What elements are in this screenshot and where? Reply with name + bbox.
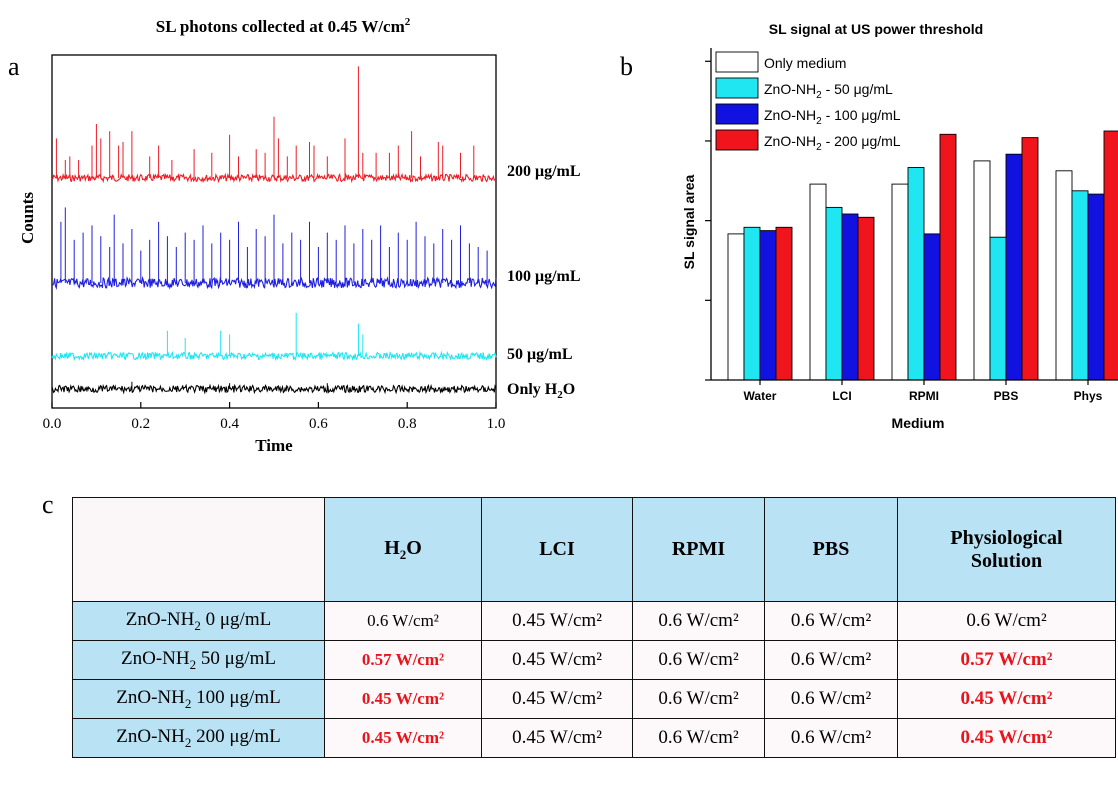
bar	[1055, 170, 1073, 381]
panel-label-a: a	[8, 52, 20, 81]
chart-a-xlabel: Time	[255, 436, 293, 455]
bar	[891, 183, 909, 381]
chart-b-title: SL signal at US power threshold	[769, 21, 983, 37]
bar	[857, 216, 875, 381]
chart-b-ylabel: SL signal area	[681, 174, 697, 269]
chart-a-title: SL photons collected at 0.45 W/cm2	[156, 16, 411, 36]
cell-h2o: 0.45 W/cm²	[324, 679, 482, 719]
chart-b-xlabel: Medium	[892, 415, 945, 431]
cell-pbs: 0.6 W/cm²	[764, 718, 898, 758]
cell-phys: 0.6 W/cm²	[897, 601, 1116, 641]
cell-rpmi: 0.6 W/cm²	[632, 640, 765, 680]
cell-pbs: 0.6 W/cm²	[764, 679, 898, 719]
trace-series	[51, 312, 497, 362]
col-header-phys: Physiological Solution	[897, 497, 1116, 602]
bar	[743, 226, 761, 381]
category-label: RPMI	[909, 389, 939, 403]
col-header-h2o: H2O	[324, 497, 482, 602]
chart-a: SL photons collected at 0.45 W/cm2 Count…	[18, 16, 581, 455]
row-label: ZnO-NH2 200 μg/mL	[72, 718, 325, 758]
trace-series	[51, 207, 497, 291]
cell-lci: 0.45 W/cm²	[481, 640, 633, 680]
series-label-100: 100 μg/mL	[507, 268, 581, 285]
bar	[1071, 190, 1089, 381]
table-corner	[72, 497, 325, 602]
x-tick-label: 1.0	[487, 416, 506, 432]
bar	[939, 133, 957, 381]
trace-noise	[51, 275, 497, 291]
series-label-200: 200 μg/mL	[507, 163, 581, 180]
cell-h2o: 0.6 W/cm²	[324, 601, 482, 641]
row-label: ZnO-NH2 0 μg/mL	[72, 601, 325, 641]
legend-swatch	[715, 51, 759, 73]
legend-label: ZnO-NH2 - 50 μg/mL	[764, 81, 893, 101]
bar	[775, 226, 793, 381]
bar	[809, 183, 827, 381]
category-label: LCI	[832, 389, 851, 403]
series-label-h2o: Only H2O	[507, 381, 575, 401]
bar	[1103, 130, 1118, 381]
col-header-rpmi: RPMI	[632, 497, 765, 602]
chart-a-ylabel: Counts	[18, 192, 37, 244]
x-tick-label: 0.2	[131, 416, 150, 432]
category-label: PBS	[994, 389, 1019, 403]
cell-phys: 0.57 W/cm²	[897, 640, 1116, 680]
bar	[1005, 153, 1023, 381]
bar	[923, 233, 941, 381]
cell-rpmi: 0.6 W/cm²	[632, 679, 765, 719]
bar	[727, 233, 745, 381]
cell-lci: 0.45 W/cm²	[481, 601, 633, 641]
cell-pbs: 0.6 W/cm²	[764, 640, 898, 680]
trace-noise	[51, 383, 497, 395]
bar	[1021, 137, 1039, 381]
cell-lci: 0.45 W/cm²	[481, 718, 633, 758]
bar	[825, 206, 843, 381]
legend-label: ZnO-NH2 - 200 μg/mL	[764, 133, 901, 153]
trace-series	[51, 66, 497, 184]
category-label: Water	[744, 389, 777, 403]
threshold-table: H2O LCI RPMI PBS Physiological Solution Z…	[72, 497, 1116, 758]
chart-a-frame	[51, 54, 497, 409]
cell-h2o: 0.57 W/cm²	[324, 640, 482, 680]
legend-label: ZnO-NH2 - 100 μg/mL	[764, 107, 901, 127]
legend-swatch	[715, 103, 759, 125]
bar	[973, 160, 991, 381]
bar	[907, 167, 925, 381]
legend-swatch	[715, 77, 759, 99]
cell-lci: 0.45 W/cm²	[481, 679, 633, 719]
legend-label: Only medium	[764, 55, 846, 71]
table-row: ZnO-NH2 100 μg/mL 0.45 W/cm² 0.45 W/cm² …	[72, 679, 1116, 719]
panel-label-b: b	[620, 52, 633, 81]
trace-noise	[51, 350, 497, 362]
x-tick-label: 0.8	[398, 416, 417, 432]
x-tick-label: 0.4	[220, 416, 239, 432]
x-tick-label: 0.6	[309, 416, 328, 432]
col-header-lci: LCI	[481, 497, 633, 602]
cell-h2o: 0.45 W/cm²	[324, 718, 482, 758]
panel-label-c: c	[42, 490, 54, 519]
chart-b: SL signal at US power threshold SL signa…	[681, 21, 1118, 431]
trace-series	[51, 381, 497, 395]
legend-swatch	[715, 129, 759, 151]
bar	[989, 236, 1007, 381]
cell-rpmi: 0.6 W/cm²	[632, 601, 765, 641]
category-label: Phys	[1074, 389, 1103, 403]
row-label: ZnO-NH2 50 μg/mL	[72, 640, 325, 680]
cell-phys: 0.45 W/cm²	[897, 679, 1116, 719]
table-header-row: H2O LCI RPMI PBS Physiological Solution	[72, 497, 1116, 602]
series-label-50: 50 μg/mL	[507, 346, 573, 363]
bar	[1087, 193, 1105, 381]
table-row: ZnO-NH2 0 μg/mL 0.6 W/cm² 0.45 W/cm² 0.6…	[72, 601, 1116, 641]
x-tick-label: 0.0	[43, 416, 62, 432]
bar	[759, 230, 777, 381]
bar	[841, 213, 859, 381]
table-row: ZnO-NH2 200 μg/mL 0.45 W/cm² 0.45 W/cm² …	[72, 718, 1116, 758]
row-label: ZnO-NH2 100 μg/mL	[72, 679, 325, 719]
cell-rpmi: 0.6 W/cm²	[632, 718, 765, 758]
col-header-pbs: PBS	[764, 497, 898, 602]
table-row: ZnO-NH2 50 μg/mL 0.57 W/cm² 0.45 W/cm² 0…	[72, 640, 1116, 680]
cell-pbs: 0.6 W/cm²	[764, 601, 898, 641]
cell-phys: 0.45 W/cm²	[897, 718, 1116, 758]
